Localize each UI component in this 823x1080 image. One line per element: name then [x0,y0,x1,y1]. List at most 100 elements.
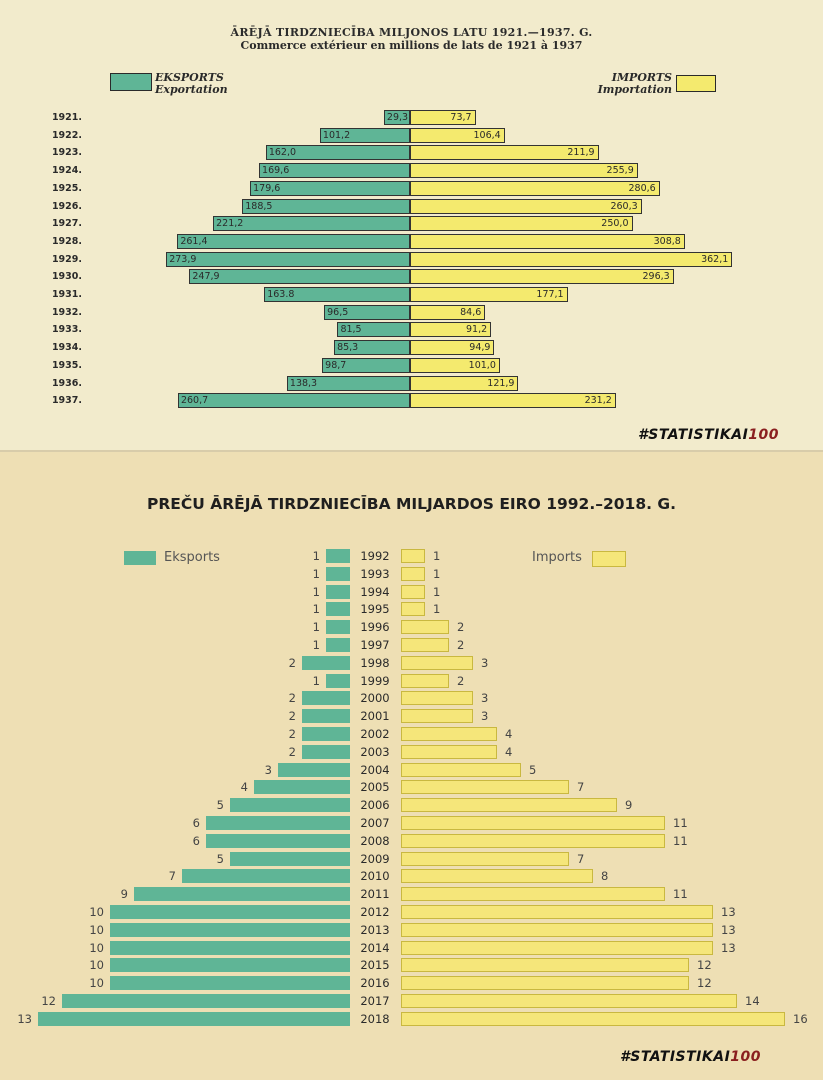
export-value-label: 4 [240,780,248,795]
export-value-label: 7 [168,869,176,884]
import-bar [401,620,449,635]
import-bar [410,357,500,373]
import-value-label: 14 [745,994,760,1008]
import-value-label: 94,9 [469,342,491,354]
export-bar [38,1011,350,1026]
import-bar [401,887,665,902]
export-value-label: 260,7 [180,395,209,407]
year-label: 1994 [360,584,390,599]
import-bar [401,691,473,706]
export-bar [302,691,350,706]
import-bar [410,304,486,320]
export-bar [265,145,410,161]
import-value-label: 2 [457,673,465,688]
import-value-label: 2 [457,620,465,635]
import-bar [401,798,617,813]
import-bar [410,180,660,196]
year-label: 2011 [360,887,390,902]
year-label: 1936. [51,377,82,389]
year-label: 2008 [360,833,390,848]
legend-import-label-lv: IMPORTS [611,71,672,84]
import-value-label: 16 [793,1011,808,1026]
import-value-label: 11 [673,833,688,848]
import-bar [401,940,713,955]
year-label: 1925. [51,182,82,194]
export-bar [62,994,350,1008]
import-value-label: 211,9 [567,147,595,159]
import-bar [410,198,642,214]
year-label: 2016 [360,976,390,991]
year-label: 1926. [51,200,82,212]
export-bar [134,887,350,902]
export-value-label: 96,5 [327,306,349,318]
import-bar [410,233,685,249]
export-value-label: 98,7 [325,359,347,371]
import-bar [401,958,689,973]
import-value-label: 296,3 [642,271,670,283]
export-bar [302,744,350,759]
import-value-label: 260,3 [610,200,638,212]
export-bar [324,304,410,320]
import-value-label: 280,6 [628,182,656,194]
import-bar [401,869,593,884]
export-value-label: 163.8 [267,289,295,300]
year-label: 1999 [360,673,390,688]
import-bar [410,287,568,302]
panel-divider [0,450,823,453]
export-value-label: 2 [288,727,296,741]
export-bar [230,851,350,866]
import-bar [401,709,473,724]
export-bar [206,816,350,830]
year-label: 1922. [51,129,82,141]
year-label: 2003 [360,744,390,759]
year-label: 2006 [360,798,390,813]
export-bar [302,727,350,741]
import-value-label: 2 [457,638,465,652]
year-label: 2014 [360,940,390,955]
year-label: 1931. [51,289,82,300]
import-value-label: 3 [481,709,489,724]
year-label: 2007 [360,816,390,830]
export-bar [250,180,410,196]
hashtag-logo-bottom: #STATISTIKAI100 [620,1049,761,1065]
export-bar [302,709,350,724]
legend-export-label-fr: Exportation [155,83,228,96]
import-bar [410,340,495,356]
export-bar [326,673,350,688]
export-bar [110,958,350,973]
year-label: 2010 [360,869,390,884]
export-bar [259,163,410,179]
import-bar [401,549,425,563]
import-bar [401,762,521,777]
export-value-label: 10 [89,976,104,991]
import-value-label: 12 [697,976,712,991]
import-bar [401,638,449,652]
year-label: 1932. [51,306,82,318]
export-bar [264,287,410,302]
hashtag-number: 100 [748,427,780,443]
legend-import-label: IMPORTS Importation [590,72,672,96]
export-value-label: 1 [312,584,320,599]
import-value-label: 1 [433,584,441,599]
year-label: 1933. [51,324,82,336]
export-bar [278,762,350,777]
export-value-label: 247,9 [192,271,220,283]
export-value-label: 3 [264,762,272,777]
export-value-label: 6 [192,833,200,848]
export-value-label: 10 [89,940,104,955]
import-value-label: 106,4 [473,129,501,141]
export-value-label: 10 [89,905,104,919]
export-bar [337,322,410,338]
import-bar [401,851,569,866]
export-value-label: 138,3 [289,377,318,389]
legend-export-label: EKSPORTS Exportation [155,72,228,96]
year-label: 2018 [360,1011,390,1026]
export-value-label: 1 [312,673,320,688]
export-bar [177,393,410,409]
year-label: 1935. [51,359,82,371]
export-value-label: 2 [288,709,296,724]
import-bar [410,145,599,161]
export-bar [322,357,410,373]
export-value-label: 101,2 [322,129,351,141]
import-bar [401,744,497,759]
